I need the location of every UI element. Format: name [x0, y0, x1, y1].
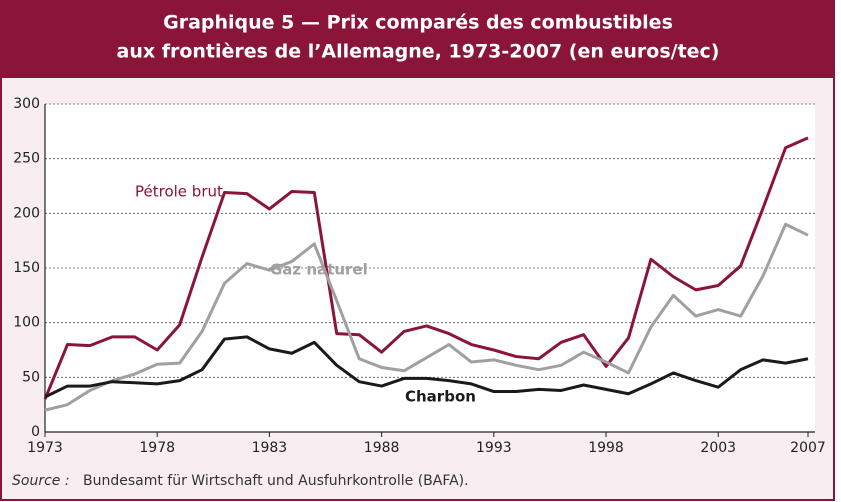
x-tick-label: 1978	[139, 440, 175, 456]
y-tick-label: 250	[13, 151, 40, 167]
chart-title: aux frontières de l’Allemagne, 1973-2007…	[117, 41, 720, 63]
source-label: Source :	[12, 473, 70, 489]
series-label: Gaz naturel	[270, 261, 368, 279]
y-tick-label: 300	[13, 96, 40, 112]
x-tick-label: 2007	[790, 440, 826, 456]
x-tick-label: 1988	[364, 440, 400, 456]
y-tick-label: 200	[13, 205, 40, 221]
chart-title: Graphique 5 — Prix comparés des combusti…	[163, 12, 673, 34]
source-text: Bundesamt für Wirtschaft und Ausfuhrkont…	[83, 473, 469, 489]
series-line	[44, 222, 809, 412]
header	[0, 0, 835, 78]
series-label: Pétrole brut	[135, 183, 223, 201]
x-tick-label: 1983	[252, 440, 288, 456]
series-line	[44, 335, 809, 399]
x-tick-label: 2003	[700, 440, 736, 456]
y-tick-label: 100	[13, 315, 40, 331]
series-line	[43, 136, 809, 400]
y-tick-label: 150	[13, 260, 40, 276]
y-tick-label: 0	[31, 424, 40, 440]
series-label: Charbon	[405, 388, 476, 406]
x-tick-label: 1998	[588, 440, 624, 456]
x-tick-label: 1973	[27, 440, 63, 456]
x-tick-label: 1993	[476, 440, 512, 456]
y-tick-label: 50	[22, 369, 40, 385]
